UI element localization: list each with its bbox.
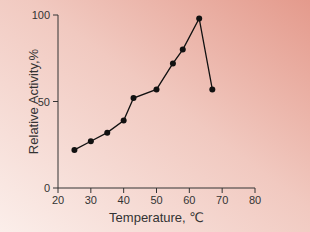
x-axis-label: Temperature, ℃	[109, 210, 204, 225]
data-point	[121, 118, 127, 124]
x-tick-label: 80	[249, 194, 261, 206]
data-line	[74, 18, 212, 149]
x-tick	[222, 188, 223, 193]
y-axis-label: Relative Activity,%	[26, 48, 41, 154]
data-point	[209, 86, 215, 92]
y-tick	[53, 188, 58, 189]
y-tick-label: 100	[32, 9, 50, 21]
x-tick	[189, 188, 190, 193]
x-tick-label: 30	[85, 194, 97, 206]
x-tick-label: 20	[52, 194, 64, 206]
y-tick	[53, 15, 58, 16]
data-point	[104, 130, 110, 136]
x-tick	[156, 188, 157, 193]
x-tick-label: 40	[118, 194, 130, 206]
x-tick-label: 70	[216, 194, 228, 206]
y-tick-label: 0	[44, 182, 50, 194]
x-tick-label: 50	[150, 194, 162, 206]
x-tick	[90, 188, 91, 193]
data-point	[170, 60, 176, 66]
chart: 05010020304050607080Temperature, ℃Relati…	[0, 0, 310, 232]
x-tick	[123, 188, 124, 193]
x-tick	[255, 188, 256, 193]
plot-area	[71, 15, 215, 152]
x-tick-label: 60	[183, 194, 195, 206]
data-point	[196, 15, 202, 21]
x-tick	[58, 188, 59, 193]
data-point	[154, 86, 160, 92]
data-point	[180, 47, 186, 53]
data-point	[131, 95, 137, 101]
data-point	[71, 147, 77, 153]
background	[0, 0, 310, 232]
data-point	[88, 138, 94, 144]
y-tick	[53, 101, 58, 102]
